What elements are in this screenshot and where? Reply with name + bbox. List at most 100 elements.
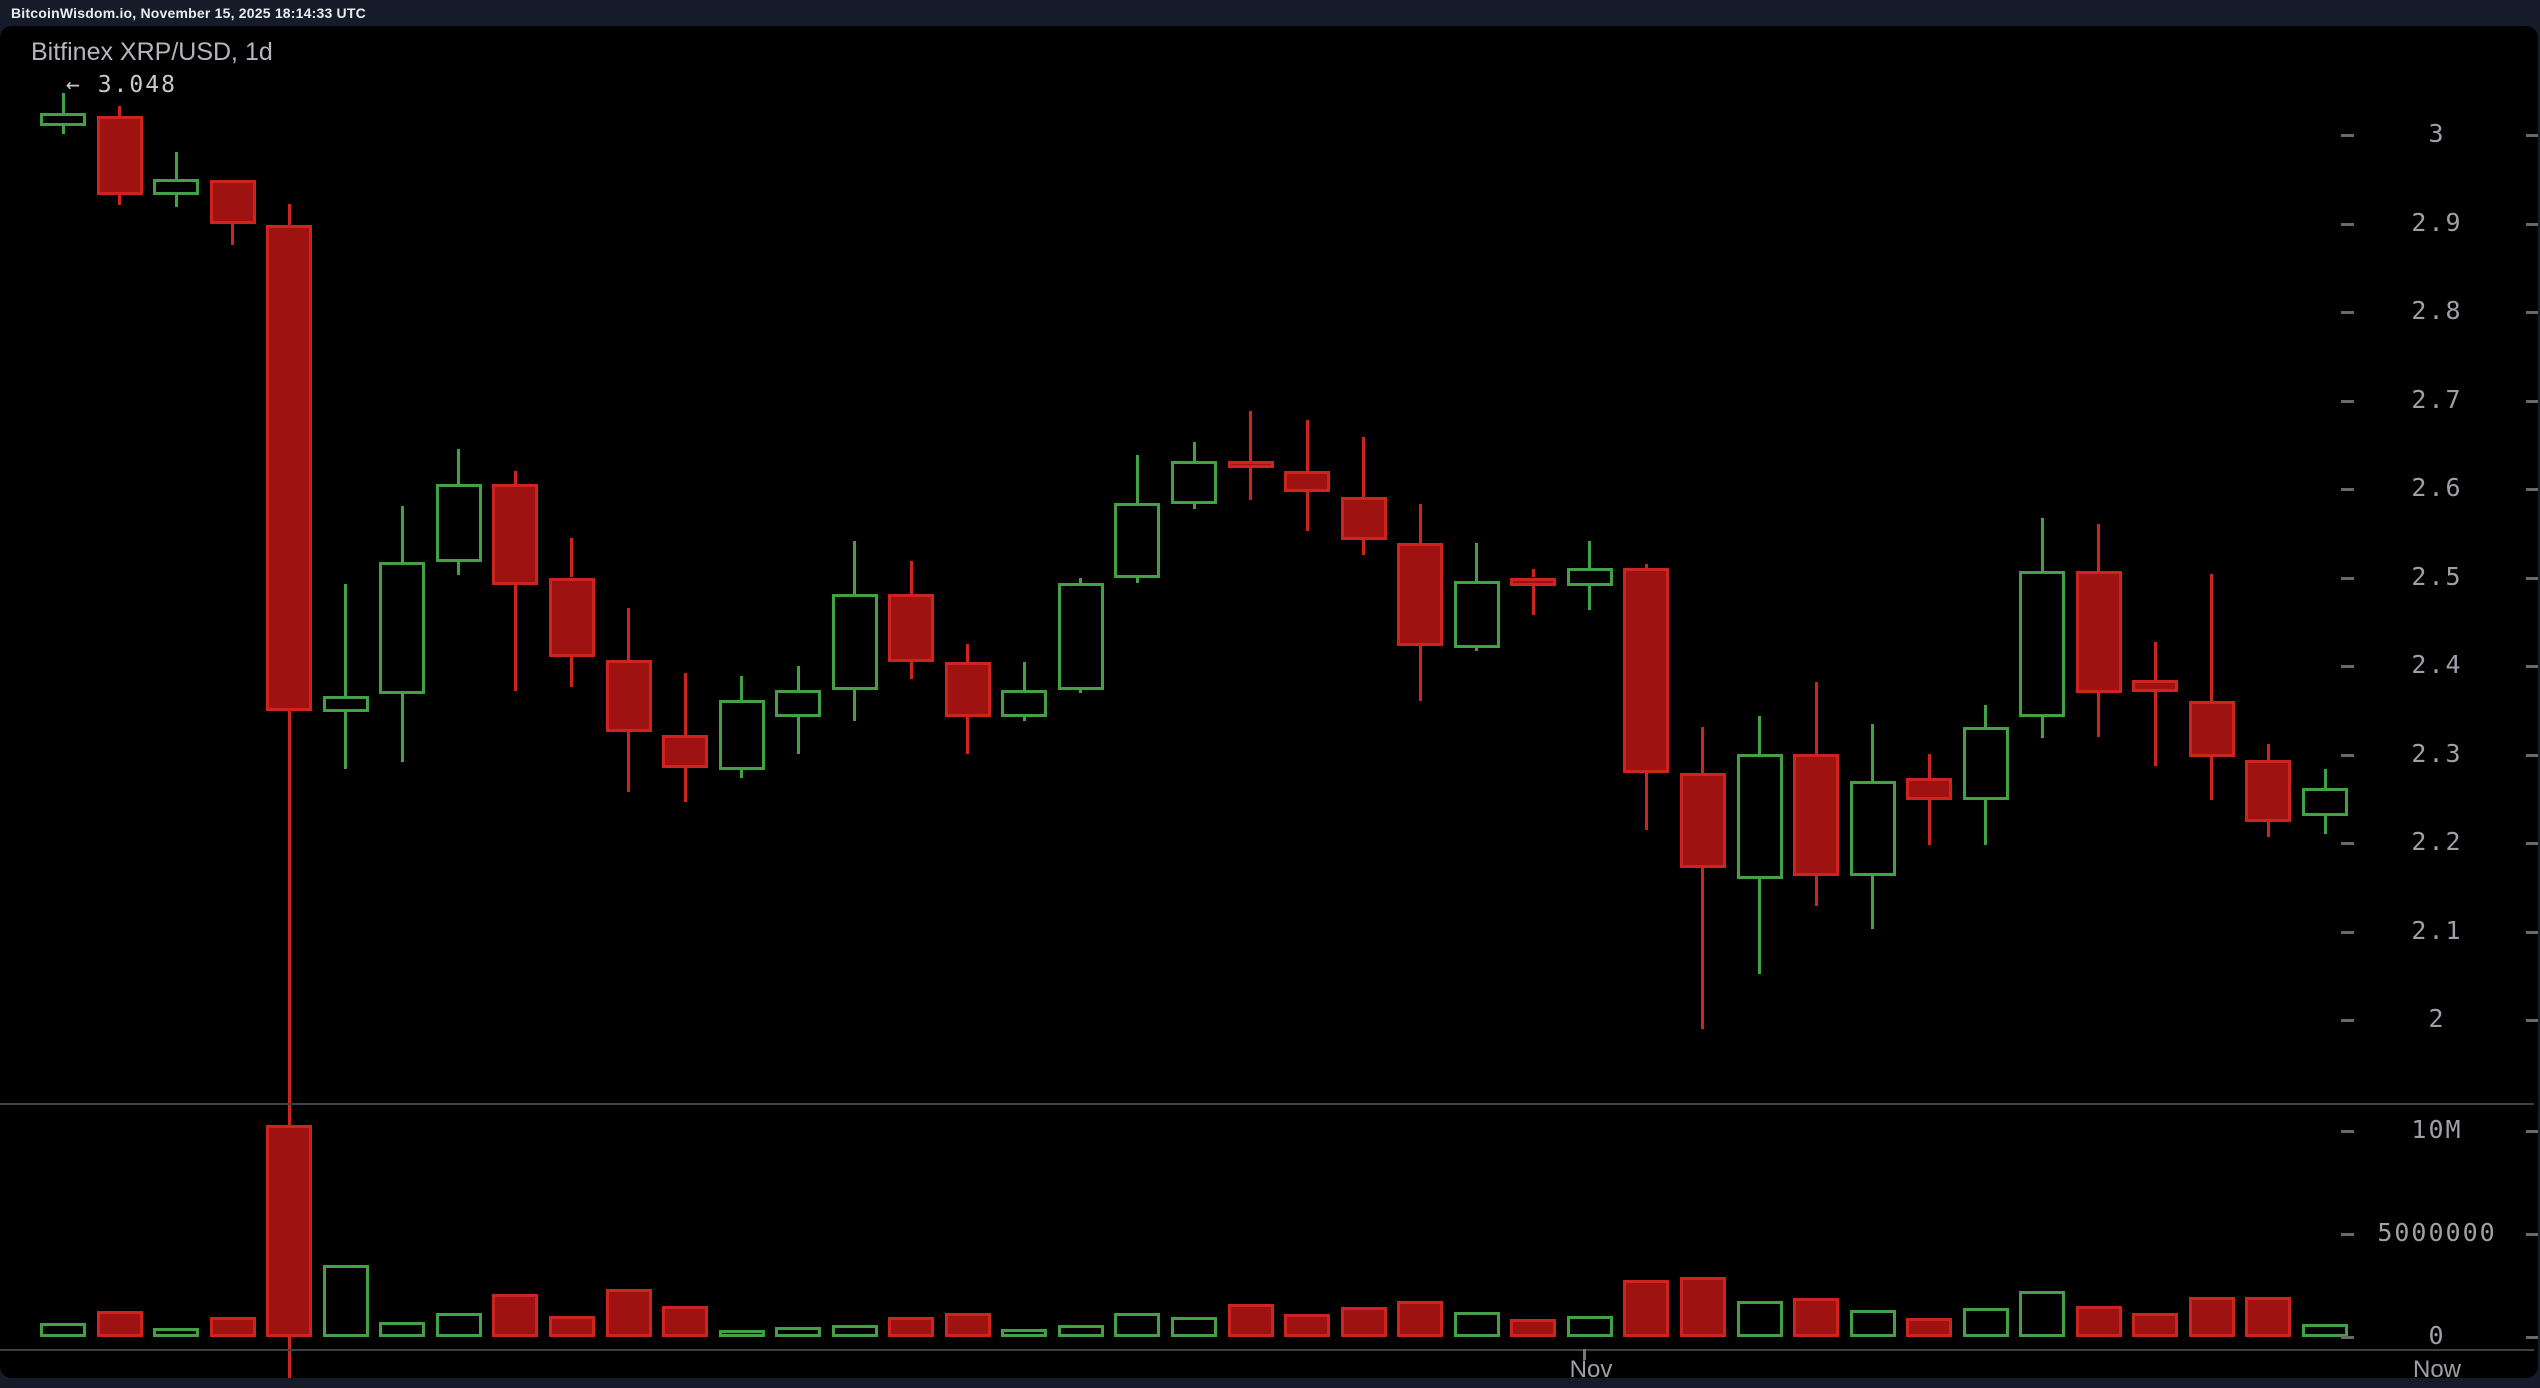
- nov-axis-tick: [1583, 1349, 1586, 1360]
- price-tick-label: 2: [2428, 1004, 2446, 1033]
- candle-upper-wick: [2040, 518, 2044, 572]
- volume-bar: [1510, 1319, 1557, 1337]
- volume-bar: [1566, 1316, 1613, 1337]
- candle-upper-wick: [1079, 578, 1083, 583]
- candle-upper-wick: [287, 204, 291, 226]
- volume-bar: [1397, 1300, 1444, 1337]
- volume-tick-dash-right: [2526, 1336, 2538, 1339]
- price-tick-dash-right: [2526, 1019, 2538, 1022]
- price-tick-dash-right: [2526, 753, 2538, 757]
- candle-lower-wick: [683, 767, 687, 803]
- candle-upper-wick: [1758, 715, 1761, 754]
- candle-body: [2075, 571, 2122, 693]
- volume-bar: [153, 1327, 200, 1337]
- price-tick-label: 3: [2428, 119, 2446, 148]
- price-tick-dash-right: [2526, 134, 2538, 137]
- volume-bar: [831, 1324, 878, 1337]
- nov-axis-label: Nov: [1569, 1356, 1613, 1378]
- price-tick-dash-left: [2341, 930, 2354, 934]
- candle-lower-wick: [1249, 467, 1253, 500]
- price-tick-label: 2.2: [2411, 827, 2463, 856]
- candle-lower-wick: [740, 770, 744, 778]
- candle-lower-wick: [966, 717, 970, 755]
- candle-body: [96, 115, 143, 196]
- now-axis-label: Now: [2412, 1356, 2461, 1378]
- candle-lower-wick: [627, 732, 630, 792]
- candle-upper-wick: [627, 607, 630, 660]
- chart-panel[interactable]: Bitfinex XRP/USD, 1d ← 3.048 3 2.9 2.8 2.7 2…: [0, 26, 2538, 1378]
- price-tick-label: 2.5: [2411, 561, 2463, 591]
- price-tick-dash-left: [2341, 311, 2354, 314]
- time-axis-line: [0, 1349, 2534, 1351]
- price-tick-label: 2.7: [2411, 384, 2463, 414]
- volume-bar: [1623, 1280, 1670, 1337]
- candle-upper-wick: [740, 675, 744, 700]
- candle-upper-wick: [1588, 541, 1592, 568]
- candle-body: [1114, 503, 1161, 579]
- candle-body: [2188, 701, 2235, 758]
- candle-body: [1284, 471, 1331, 492]
- volume-tick-dash-left: [2341, 1130, 2354, 1133]
- volume-bar: [1001, 1328, 1048, 1337]
- candle-lower-wick: [2153, 691, 2157, 766]
- candle-upper-wick: [1192, 442, 1196, 461]
- candle-upper-wick: [1531, 568, 1535, 578]
- volume-bar: [1906, 1318, 1953, 1337]
- candle-body: [831, 594, 878, 690]
- candle-body: [1171, 460, 1217, 505]
- candle-upper-wick: [853, 541, 857, 595]
- candle-upper-wick: [513, 471, 517, 484]
- candle-lower-wick: [909, 662, 913, 680]
- candle-upper-wick: [1814, 681, 1818, 754]
- candle-body: [1962, 727, 2009, 800]
- volume-bar: [492, 1293, 539, 1337]
- candle-lower-wick: [2266, 821, 2270, 837]
- candle-body: [492, 483, 539, 585]
- candle-lower-wick: [1588, 586, 1592, 611]
- price-tick-dash-left: [2341, 1019, 2354, 1022]
- candle-upper-wick: [61, 92, 65, 113]
- candle-lower-wick: [400, 694, 404, 762]
- volume-bar: [1679, 1277, 1726, 1337]
- volume-bar: [266, 1124, 313, 1337]
- candle-upper-wick: [909, 560, 913, 595]
- candle-body: [1510, 577, 1557, 587]
- volume-bar: [1849, 1310, 1896, 1337]
- candle-body: [1397, 542, 1444, 646]
- volume-bar: [775, 1326, 822, 1337]
- volume-bar: [2132, 1313, 2179, 1337]
- candle-lower-wick: [1531, 586, 1535, 615]
- session-high-label: ← 3.048: [66, 72, 177, 98]
- price-tick-label: 2.1: [2411, 915, 2463, 945]
- candle-lower-wick: [1022, 717, 1026, 721]
- candle-body: [2245, 759, 2292, 822]
- price-tick-label: 2.9: [2411, 207, 2463, 237]
- candle-upper-wick: [1701, 727, 1705, 774]
- volume-bar: [605, 1288, 652, 1337]
- volume-bar: [2188, 1296, 2235, 1337]
- candle-upper-wick: [1475, 542, 1479, 582]
- volume-bar: [1736, 1300, 1783, 1337]
- candle-body: [775, 689, 822, 718]
- candle-body: [435, 483, 482, 563]
- candle-upper-wick: [118, 105, 122, 116]
- price-tick-dash-right: [2526, 665, 2538, 668]
- candle-lower-wick: [1644, 773, 1648, 830]
- volume-bar: [1453, 1312, 1500, 1337]
- candle-upper-wick: [1984, 704, 1988, 728]
- candle-body: [1623, 567, 1670, 774]
- candle-body: [605, 659, 652, 733]
- candle-lower-wick: [1927, 799, 1931, 845]
- candle-lower-wick: [2210, 757, 2214, 800]
- volume-tick-label: 5000000: [2377, 1218, 2497, 1247]
- candle-body: [548, 577, 595, 658]
- volume-bar: [1227, 1304, 1274, 1337]
- price-tick-dash-right: [2526, 399, 2538, 403]
- candle-lower-wick: [457, 562, 461, 575]
- candle-lower-wick: [1418, 645, 1422, 702]
- candle-upper-wick: [344, 583, 348, 697]
- volume-bar: [2075, 1306, 2122, 1337]
- candle-lower-wick: [1192, 504, 1196, 510]
- price-tick-dash-left: [2341, 753, 2354, 757]
- volume-tick-dash-left: [2341, 1336, 2354, 1339]
